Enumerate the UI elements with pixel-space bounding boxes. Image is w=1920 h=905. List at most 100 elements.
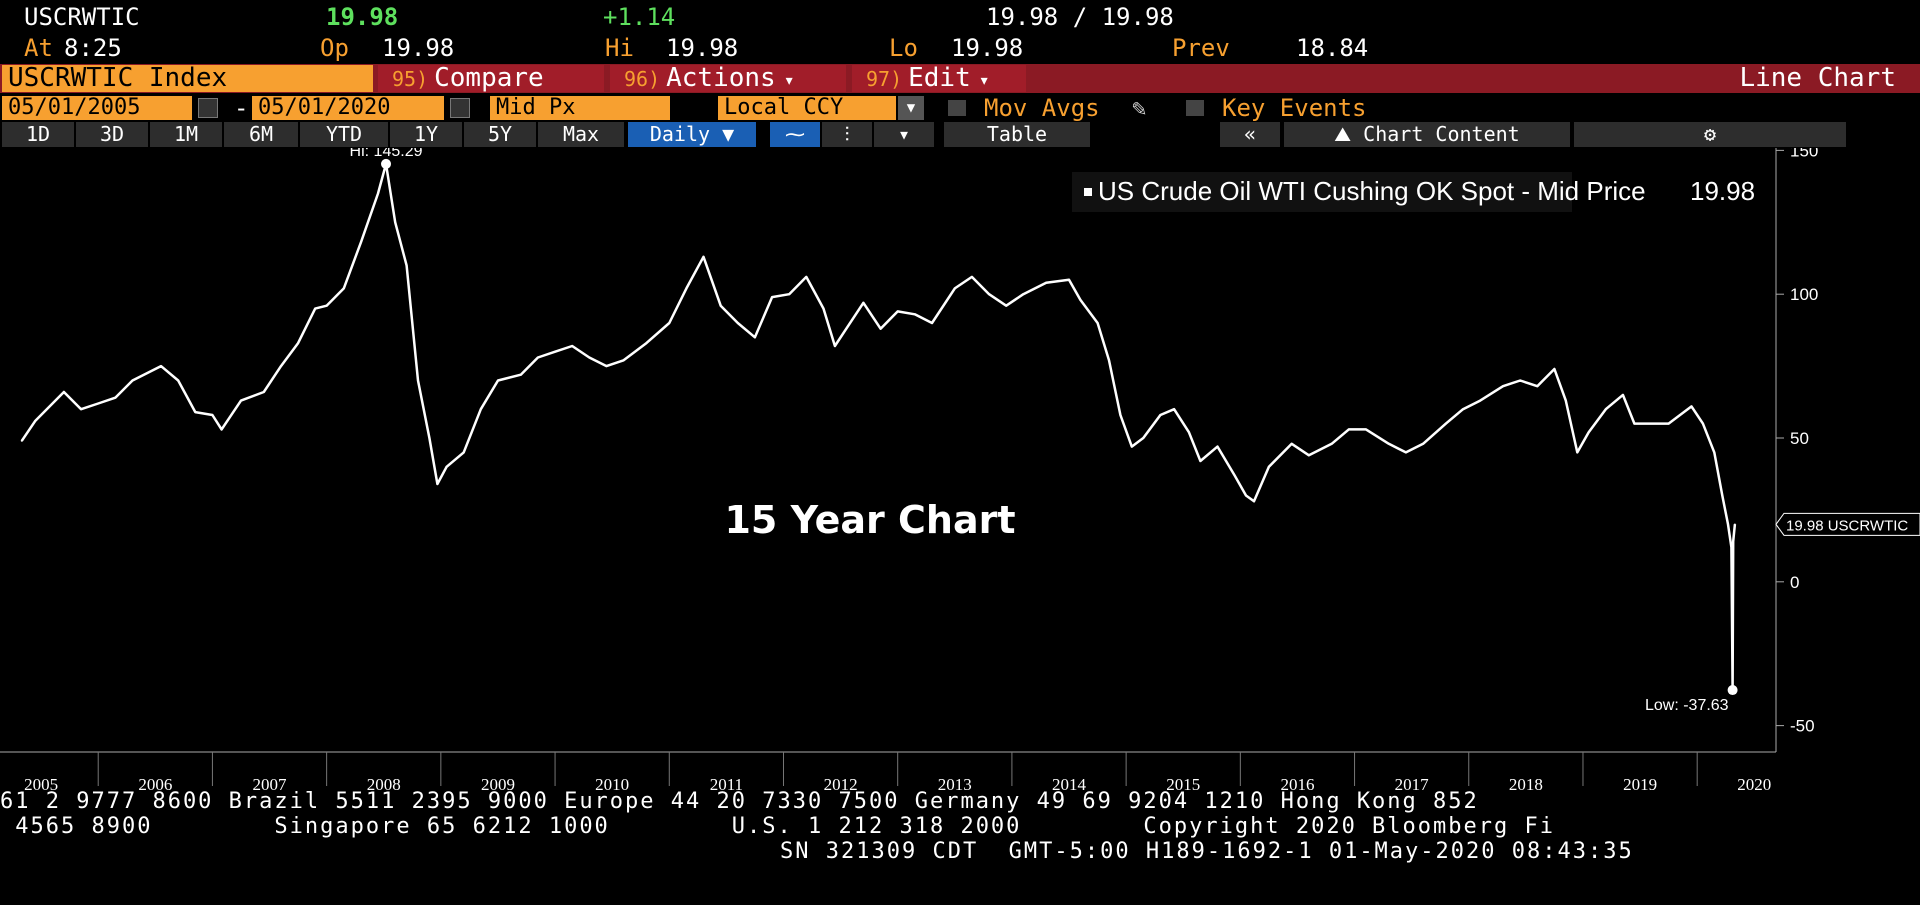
data-point xyxy=(645,342,648,344)
settings-gear-icon[interactable]: ⚙ xyxy=(1574,122,1846,147)
key-events-checkbox[interactable] xyxy=(1186,100,1204,116)
data-point xyxy=(131,379,134,382)
data-point xyxy=(1604,408,1607,411)
data-point xyxy=(1267,465,1270,468)
data-point xyxy=(377,192,379,195)
line-chart-icon[interactable]: ⁓ xyxy=(770,122,820,147)
y-axis: 150 100 50 0 -50 xyxy=(1775,148,1818,752)
data-point xyxy=(588,356,591,359)
x-tick-label: 2013 xyxy=(938,775,972,794)
chart-content-label: Chart Content xyxy=(1363,122,1520,146)
data-point xyxy=(405,264,408,267)
data-point xyxy=(605,365,608,367)
low-value: 19.98 xyxy=(951,34,1024,62)
data-point xyxy=(788,293,791,296)
legend-label: US Crude Oil WTI Cushing OK Spot - Mid P… xyxy=(1098,176,1646,206)
data-point xyxy=(394,221,397,224)
quote-time: 8:25 xyxy=(64,34,122,62)
data-point xyxy=(51,402,54,405)
data-point xyxy=(194,411,197,414)
edit-number: 97) xyxy=(866,67,903,91)
data-point xyxy=(211,414,214,416)
data-point xyxy=(1519,379,1522,382)
options-bar: 05/01/2005 - 05/01/2020 Mid Px Local CCY… xyxy=(0,95,1920,121)
key-events-label: Key Events xyxy=(1222,94,1367,122)
data-point xyxy=(1233,474,1236,477)
footer-line-1: 61 2 9777 8600 Brazil 5511 2395 9000 Eur… xyxy=(0,790,1479,814)
data-point xyxy=(1005,304,1008,307)
data-point xyxy=(668,322,671,324)
collapse-icon[interactable]: « xyxy=(1220,122,1280,147)
data-point xyxy=(519,373,522,376)
compare-button[interactable]: 95) Compare xyxy=(378,65,604,92)
data-point xyxy=(417,379,419,382)
data-point xyxy=(360,241,362,244)
range-5y[interactable]: 5Y xyxy=(464,122,536,147)
y-tick-label: 150 xyxy=(1790,148,1818,160)
calendar-icon[interactable] xyxy=(450,98,470,118)
data-point xyxy=(1727,523,1729,526)
data-point xyxy=(445,465,448,468)
x-tick-label: 2009 xyxy=(481,775,515,794)
calendar-icon[interactable] xyxy=(198,98,218,118)
data-point xyxy=(622,359,625,362)
range-1d[interactable]: 1D xyxy=(2,122,74,147)
data-point xyxy=(1079,299,1082,301)
end-date-field[interactable]: 05/01/2020 xyxy=(252,96,444,120)
last-value-tag xyxy=(1775,512,1920,536)
range-1m[interactable]: 1M xyxy=(150,122,222,147)
chart-type-label: Line Chart xyxy=(1739,63,1896,93)
edit-caret-icon: ▾ xyxy=(978,70,990,91)
data-point xyxy=(1553,368,1556,370)
footer-line-2: 4565 8900 Singapore 65 6212 1000 U.S. 1 … xyxy=(0,815,1556,839)
data-point xyxy=(1216,445,1219,448)
currency-selector[interactable]: Local CCY xyxy=(718,96,896,120)
data-point xyxy=(719,304,722,307)
data-point xyxy=(953,287,956,290)
x-tick-label: 2014 xyxy=(1052,775,1087,794)
security-field[interactable]: USCRWTIC Index xyxy=(2,65,373,92)
field-selector[interactable]: Mid Px xyxy=(490,96,670,120)
low-marker xyxy=(1727,685,1738,696)
quote-row-1: USCRWTIC 19.98 +1.14 19.98 / 19.98 xyxy=(0,2,1920,33)
pencil-icon[interactable]: ✎ xyxy=(1132,94,1147,122)
mov-avgs-checkbox[interactable] xyxy=(948,100,966,116)
range-6m[interactable]: 6M xyxy=(224,122,298,147)
data-point xyxy=(1633,422,1636,425)
data-point xyxy=(1253,500,1255,503)
y-tick-label: -50 xyxy=(1790,717,1815,736)
legend-value: 19.98 xyxy=(1690,176,1755,206)
last-price: 19.98 xyxy=(326,3,399,31)
chart-style-dropdown-icon[interactable]: ▾ xyxy=(874,122,934,147)
data-point xyxy=(1690,405,1693,408)
prev-value: 18.84 xyxy=(1296,34,1369,62)
data-point xyxy=(1045,281,1048,284)
data-point xyxy=(1622,393,1624,396)
start-date-field[interactable]: 05/01/2005 xyxy=(2,96,192,120)
currency-dropdown-icon[interactable]: ▼ xyxy=(898,96,924,120)
x-tick-label: 2015 xyxy=(1166,775,1200,794)
series-points xyxy=(20,163,1736,691)
compare-label: Compare xyxy=(434,63,544,93)
x-tick-label: 2008 xyxy=(367,775,401,794)
candlestick-icon[interactable]: ⫶ xyxy=(822,122,872,147)
data-point xyxy=(1347,428,1350,431)
x-tick-label: 2019 xyxy=(1623,775,1657,794)
bid-ask: 19.98 / 19.98 xyxy=(986,3,1174,31)
x-tick-label: 2005 xyxy=(24,775,58,794)
range-3d[interactable]: 3D xyxy=(76,122,148,147)
y-tick-label: 50 xyxy=(1790,429,1809,448)
chart-annotations: Hi: 145.29 Low: -37.63 19.98 USCRWTIC xyxy=(350,148,1920,714)
frequency-selector[interactable]: Daily ▼ xyxy=(628,122,756,147)
range-ytd[interactable]: YTD xyxy=(300,122,388,147)
actions-button[interactable]: 96) Actions ▾ xyxy=(610,65,846,92)
table-button[interactable]: Table xyxy=(944,122,1090,147)
edit-button[interactable]: 97) Edit ▾ xyxy=(852,65,1026,92)
chart-content-button[interactable]: ⛰ Chart Content xyxy=(1284,122,1570,147)
data-point xyxy=(1365,428,1367,431)
range-1y[interactable]: 1Y xyxy=(390,122,462,147)
prev-label: Prev xyxy=(1172,34,1230,62)
quote-row-2: At 8:25 Op 19.98 Hi 19.98 Lo 19.98 Prev … xyxy=(0,33,1920,64)
range-max[interactable]: Max xyxy=(538,122,624,147)
legend-box xyxy=(1072,172,1572,212)
